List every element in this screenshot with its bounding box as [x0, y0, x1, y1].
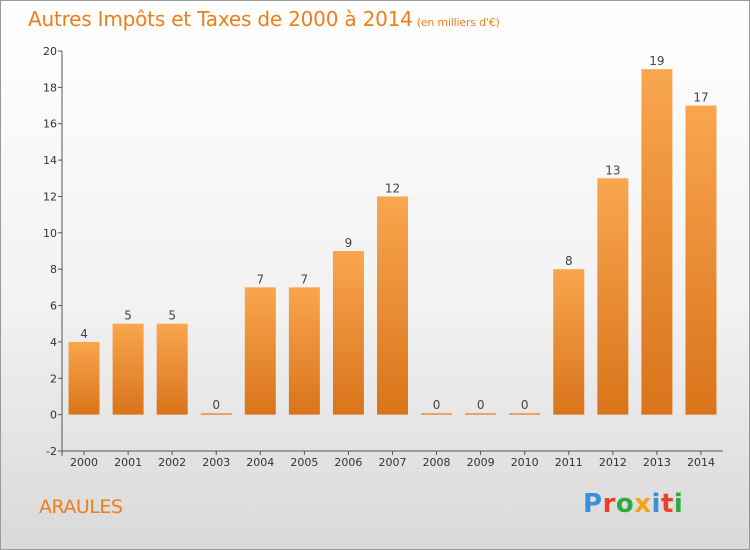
logo-letter: i: [651, 489, 661, 519]
x-tick-label: 2003: [202, 456, 230, 469]
x-tick-label: 2005: [290, 456, 318, 469]
bar-series: 4 5 5 0 7 7 9 12 0 0 0 8 13 19 17: [68, 54, 717, 415]
x-tick-label: 2007: [379, 456, 407, 469]
bar: [421, 413, 453, 415]
bar: [156, 323, 188, 415]
x-tick-label: 2010: [511, 456, 539, 469]
commune-name: ARAULES: [39, 496, 123, 518]
bar: [553, 269, 585, 415]
data-label: 0: [521, 398, 529, 412]
data-label: 7: [301, 272, 309, 286]
chart-title: Autres Impôts et Taxes de 2000 à 2014 (en…: [28, 7, 500, 31]
bar: [112, 323, 144, 415]
data-label: 9: [345, 236, 353, 250]
y-tick-label: 20: [43, 45, 57, 58]
proxiti-logo[interactable]: Proxiti: [583, 489, 683, 519]
title-unit: (en milliers d'€): [416, 16, 500, 29]
data-label: 12: [385, 181, 400, 195]
y-tick-label: 0: [50, 409, 57, 422]
y-tick-label: 4: [50, 336, 57, 349]
bar: [68, 341, 100, 415]
bar: [377, 196, 408, 415]
logo-letter: x: [634, 489, 652, 519]
bar: [685, 105, 717, 415]
bar: [288, 287, 320, 415]
data-label: 19: [649, 54, 664, 68]
x-tick-label: 2008: [423, 456, 451, 469]
data-label: 13: [605, 163, 620, 177]
logo-letter: o: [615, 489, 635, 519]
x-tick-label: 2000: [70, 456, 98, 469]
logo-letter: i: [673, 489, 684, 519]
bar: [244, 287, 276, 415]
y-tick-label: -2: [46, 445, 57, 458]
y-tick-label: 8: [50, 263, 57, 276]
x-tick-label: 2004: [246, 456, 274, 469]
data-label: 0: [212, 398, 220, 412]
x-tick-label: 2002: [158, 456, 186, 469]
data-label: 0: [433, 398, 441, 412]
bar: [465, 413, 497, 415]
y-tick-label: 18: [43, 81, 57, 94]
bar: [641, 69, 673, 415]
title-main: Autres Impôts et Taxes de 2000 à 2014: [28, 7, 413, 31]
y-tick-label: 16: [43, 118, 57, 131]
x-tick-label: 2006: [334, 456, 362, 469]
bar: [509, 413, 541, 415]
y-tick-label: 2: [50, 372, 57, 385]
y-tick-label: 12: [43, 190, 57, 203]
x-tick-label: 2013: [643, 456, 671, 469]
y-tick-label: 10: [43, 227, 57, 240]
bar: [597, 178, 629, 415]
logo-letter: t: [660, 489, 674, 519]
data-label: 5: [168, 309, 176, 323]
x-tick-label: 2012: [599, 456, 627, 469]
data-label: 17: [693, 91, 708, 105]
x-tick-label: 2001: [114, 456, 142, 469]
data-label: 5: [124, 309, 132, 323]
bar: [332, 251, 364, 415]
y-tick-label: 6: [50, 300, 57, 313]
bar: [200, 413, 232, 415]
data-label: 8: [565, 254, 573, 268]
logo-letter: r: [602, 489, 616, 519]
data-label: 7: [256, 272, 264, 286]
x-tick-label: 2009: [467, 456, 495, 469]
data-label: 4: [80, 327, 88, 341]
chart-axes: -2 0 2 4 6 8 10 12 14 16 18 20 2000 2001 2002 2003 2004 2…: [43, 45, 723, 469]
y-tick-label: 14: [43, 154, 57, 167]
data-label: 0: [477, 398, 485, 412]
x-tick-label: 2014: [687, 456, 715, 469]
x-tick-label: 2011: [555, 456, 583, 469]
logo-letter: P: [583, 489, 603, 519]
